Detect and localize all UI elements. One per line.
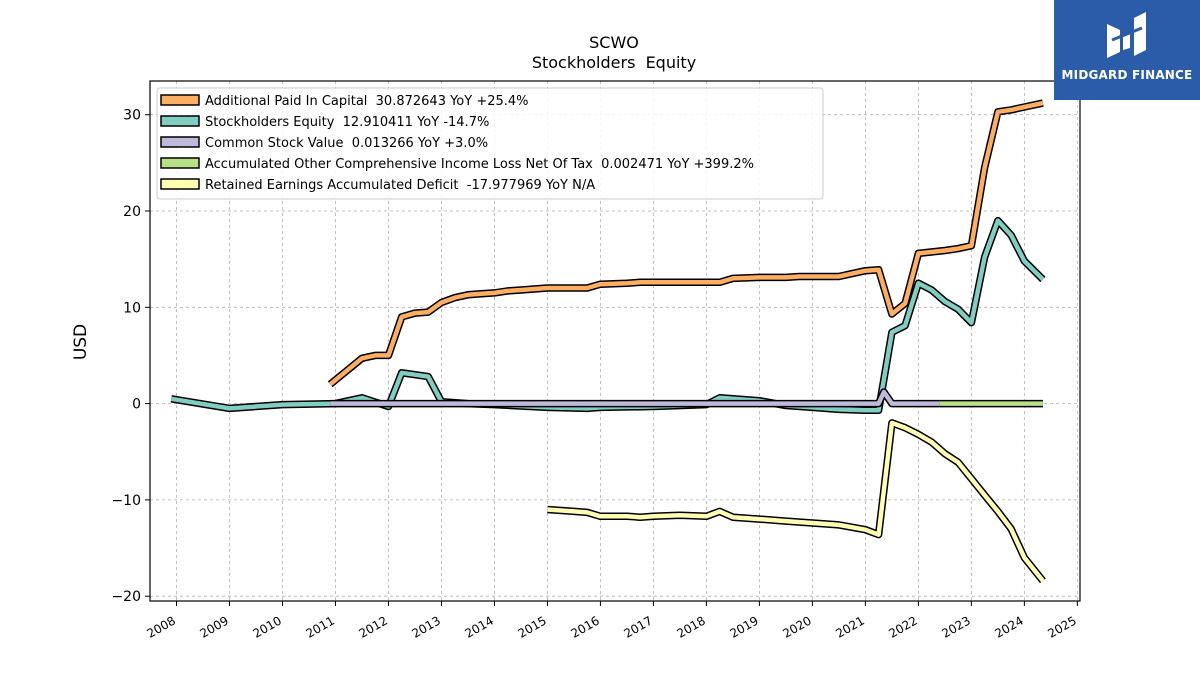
series-4 [547, 419, 1046, 584]
series-line [328, 100, 1044, 387]
y-tick-label: 20 [123, 204, 141, 220]
legend-swatch [160, 136, 200, 148]
series-2 [330, 388, 940, 408]
x-tick-label: 2014 [462, 613, 495, 640]
series-layer [170, 99, 1046, 584]
chart-title: SCWO [589, 33, 639, 52]
brand-name: MIDGARD FINANCE [1061, 68, 1193, 82]
x-axis: 2008 2009 2010 2011 2012 2013 2014 2015 2016 2017… [145, 601, 1079, 641]
y-tick-label: 0 [132, 397, 141, 413]
series-line [170, 218, 1045, 413]
x-tick-label: 2010 [251, 613, 284, 640]
x-tick-label: 2019 [727, 613, 760, 640]
y-axis-label: USD [71, 324, 91, 360]
x-tick-label: 2015 [515, 613, 548, 640]
x-tick-label: 2023 [939, 613, 972, 640]
x-tick-label: 2009 [198, 613, 231, 640]
legend-box [156, 87, 824, 200]
x-tick-label: 2008 [145, 613, 178, 640]
x-tick-label: 2016 [568, 613, 601, 640]
series-0 [327, 99, 1044, 388]
series-line-outline [170, 216, 1046, 415]
x-tick-label: 2012 [357, 613, 390, 640]
brand-logo: MIDGARD FINANCE [1054, 0, 1200, 100]
x-tick-label: 2025 [1045, 613, 1078, 640]
legend-swatch [160, 157, 200, 169]
x-tick-label: 2011 [304, 613, 337, 640]
legend: Additional Paid In Capital 30.872643 YoY… [156, 87, 824, 200]
y-tick-label: −20 [111, 589, 141, 605]
legend-entry-label: Stockholders Equity 12.910411 YoY -14.7% [205, 115, 489, 130]
legend-swatch [160, 115, 200, 127]
y-tick-label: 30 [123, 108, 141, 124]
legend-entry-label: Additional Paid In Capital 30.872643 YoY… [205, 94, 529, 109]
x-tick-label: 2018 [674, 613, 707, 640]
midgard-logo-icon [1107, 12, 1146, 58]
y-tick-label: −10 [111, 493, 141, 509]
series-line-outline [547, 419, 1046, 584]
series-line [330, 389, 940, 406]
y-tick-label: 10 [123, 300, 141, 316]
legend-swatch [160, 178, 200, 190]
x-tick-label: 2021 [833, 613, 866, 640]
legend-swatch [160, 94, 200, 106]
plot-frame [149, 80, 1081, 602]
x-tick-label: 2024 [992, 613, 1025, 640]
legend-entry-label: Retained Earnings Accumulated Deficit -1… [205, 178, 595, 193]
series-line [547, 420, 1045, 583]
x-tick-label: 2022 [886, 613, 919, 640]
x-tick-label: 2020 [780, 613, 813, 640]
x-tick-label: 2017 [621, 613, 654, 640]
series-1 [170, 216, 1046, 415]
y-axis: −20 −10 0 10 20 30 [111, 108, 150, 605]
chart-subtitle: Stockholders Equity [532, 53, 696, 72]
x-tick-label: 2013 [409, 613, 442, 640]
legend-entry-label: Accumulated Other Comprehensive Income L… [205, 157, 754, 172]
legend-entry-label: Common Stock Value 0.013266 YoY +3.0% [205, 136, 488, 151]
